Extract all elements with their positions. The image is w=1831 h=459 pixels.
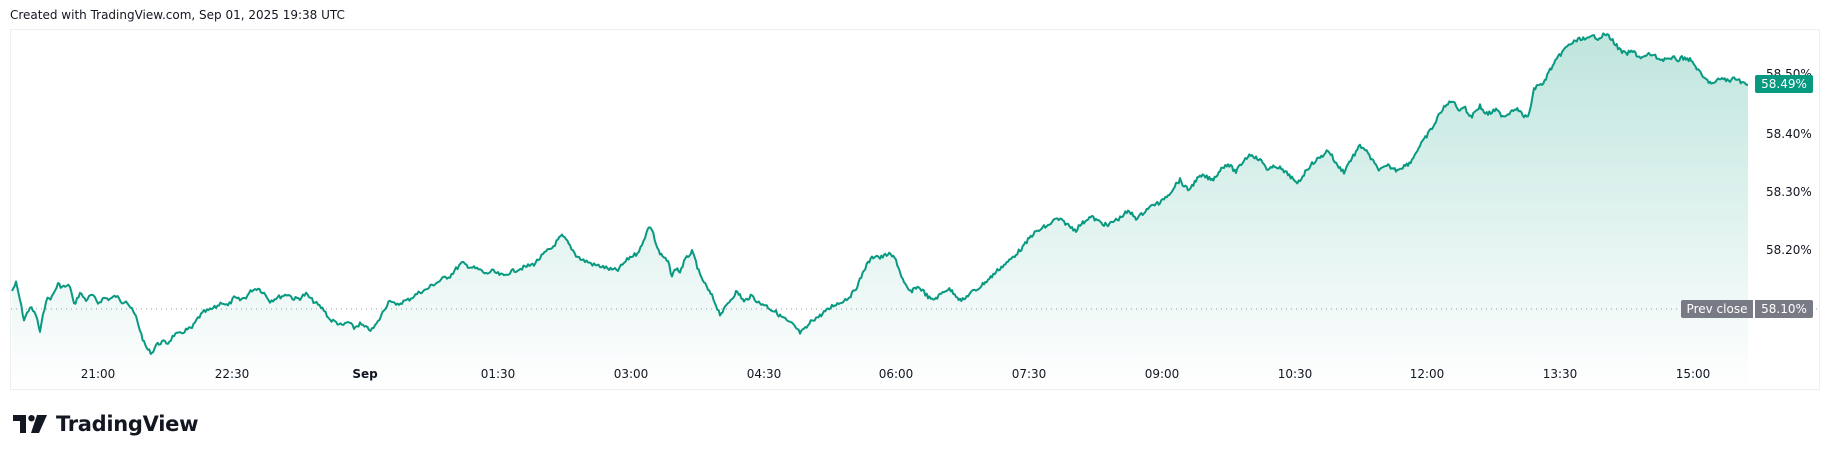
time-axis-label: 15:00 xyxy=(1675,367,1711,381)
price-line xyxy=(11,32,1749,355)
price-axis-label: 58.20% xyxy=(1766,243,1812,257)
prev-close-label: Prev close xyxy=(1681,300,1753,318)
time-axis-label: 07:30 xyxy=(1011,367,1047,381)
area-fill xyxy=(12,33,1748,390)
time-axis-label: Sep xyxy=(352,367,378,381)
time-axis-label: 03:00 xyxy=(613,367,649,381)
price-axis-label: 58.30% xyxy=(1766,185,1812,199)
tradingview-logo-icon xyxy=(13,415,47,433)
time-axis-label: 21:00 xyxy=(80,367,116,381)
time-axis-label: 09:00 xyxy=(1144,367,1180,381)
price-axis-label: 58.40% xyxy=(1766,127,1812,141)
time-axis-label: 06:00 xyxy=(878,367,914,381)
tradingview-logo[interactable]: TradingView xyxy=(13,412,198,436)
prev-close-value: 58.10% xyxy=(1755,300,1813,318)
time-axis-label: 01:30 xyxy=(480,367,516,381)
created-with-caption: Created with TradingView.com, Sep 01, 20… xyxy=(10,8,345,22)
time-axis-label: 10:30 xyxy=(1277,367,1313,381)
time-axis-label: 22:30 xyxy=(214,367,250,381)
tradingview-logo-text: TradingView xyxy=(56,412,199,436)
time-axis-label: 12:00 xyxy=(1409,367,1445,381)
time-axis-label: 04:30 xyxy=(746,367,782,381)
time-axis-label: 13:30 xyxy=(1542,367,1578,381)
last-value-tag: 58.49% xyxy=(1755,75,1813,93)
